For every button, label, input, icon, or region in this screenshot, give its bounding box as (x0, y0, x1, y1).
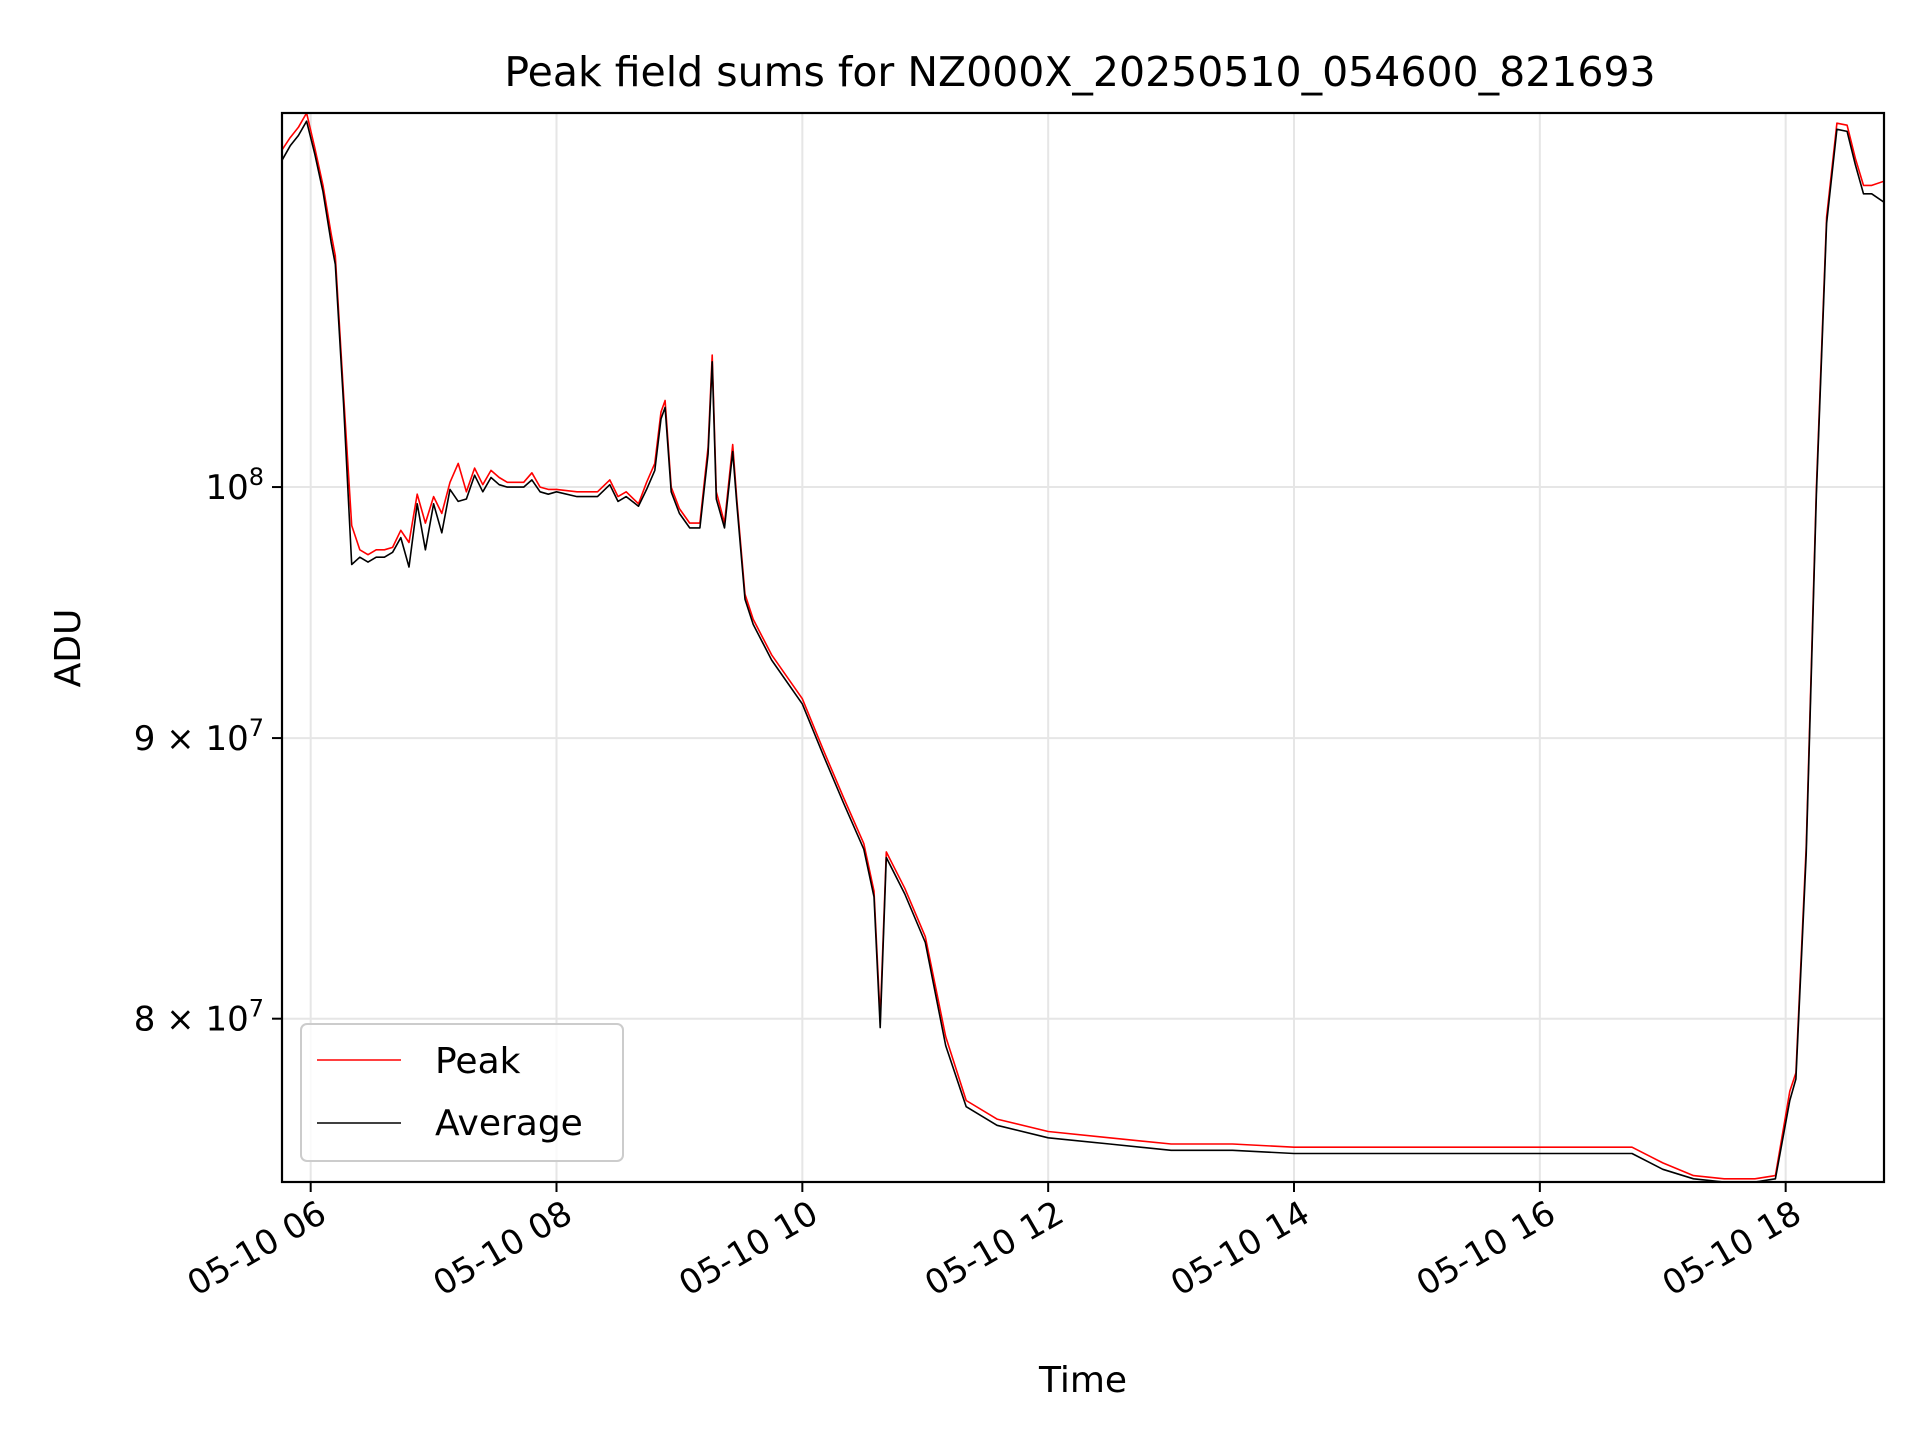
legend-label-peak: Peak (435, 1041, 521, 1082)
series-layer (282, 113, 1884, 1182)
legend: Peak Average (300, 1023, 624, 1162)
y-axis: 108 9 × 107 8 × 107 (134, 463, 282, 1040)
plot-frame (280, 111, 1886, 1184)
series-line-average (282, 120, 1884, 1182)
x-axis-label: Time (1038, 1360, 1127, 1401)
y-tick-label: 9 × 107 (134, 714, 264, 759)
legend-label-average: Average (435, 1103, 583, 1144)
y-axis-label: ADU (48, 609, 89, 688)
y-tick-label: 8 × 107 (134, 995, 264, 1040)
legend-box (300, 1023, 624, 1162)
grid (282, 113, 1884, 1182)
chart-title: Peak field sums for NZ000X_20250510_0546… (504, 48, 1655, 96)
y-tick-label: 108 (205, 463, 264, 508)
